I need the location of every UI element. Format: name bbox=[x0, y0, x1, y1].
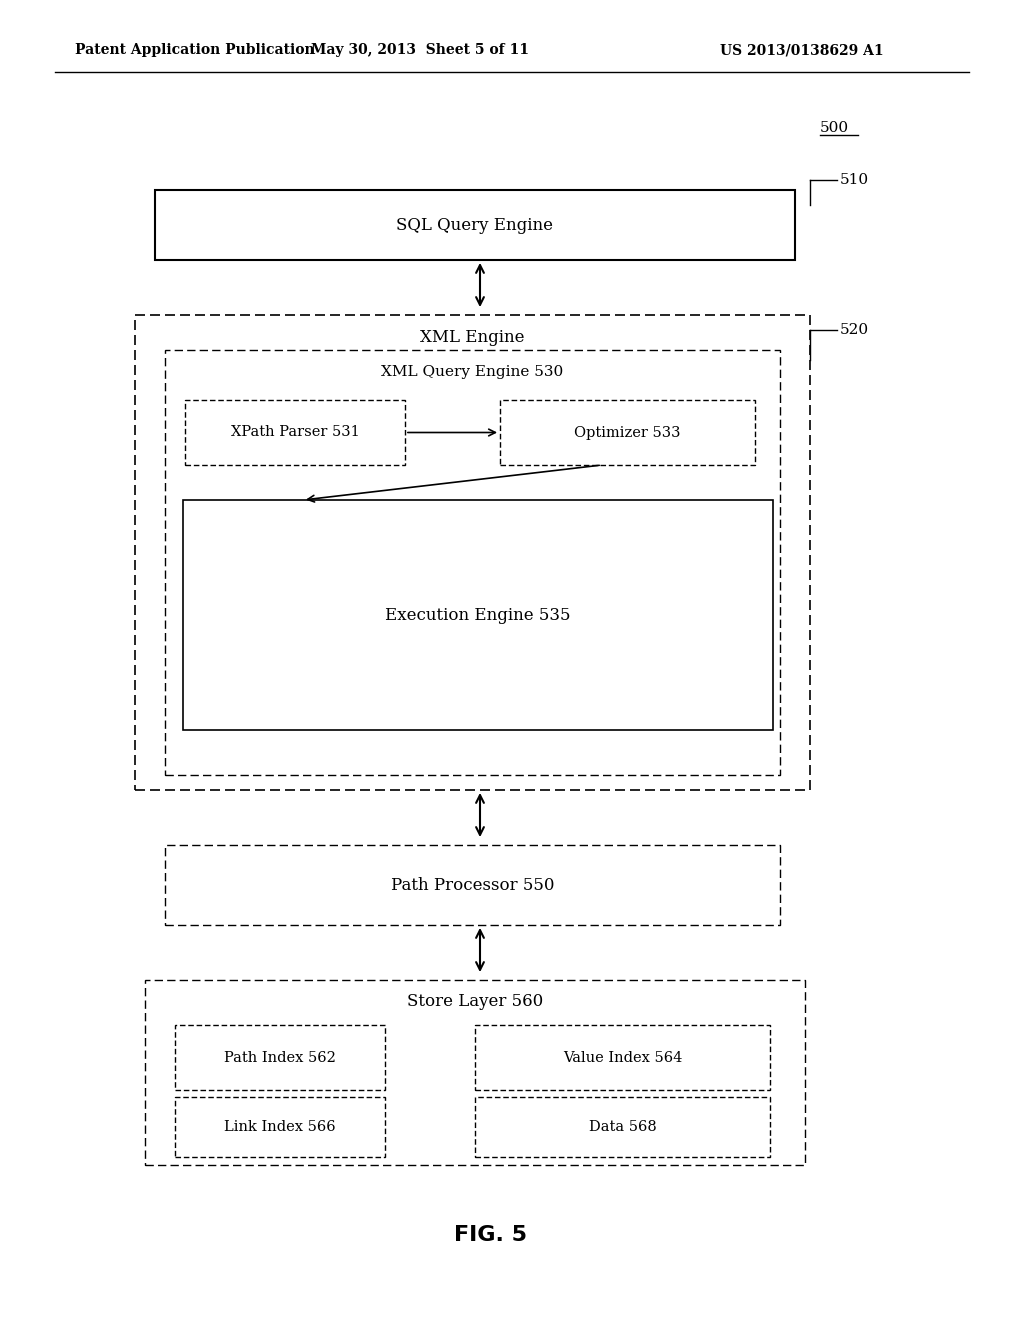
Text: XML Query Engine 530: XML Query Engine 530 bbox=[381, 366, 563, 379]
Text: Store Layer 560: Store Layer 560 bbox=[407, 994, 543, 1011]
Text: Value Index 564: Value Index 564 bbox=[563, 1051, 682, 1064]
Text: Path Processor 550: Path Processor 550 bbox=[391, 876, 554, 894]
Bar bbox=[135, 315, 810, 789]
Text: SQL Query Engine: SQL Query Engine bbox=[396, 216, 554, 234]
Bar bbox=[500, 400, 755, 465]
Bar bbox=[185, 400, 406, 465]
Text: Data 568: Data 568 bbox=[589, 1119, 656, 1134]
Bar bbox=[165, 845, 780, 925]
Text: 500: 500 bbox=[820, 121, 849, 135]
Text: Link Index 566: Link Index 566 bbox=[224, 1119, 336, 1134]
Text: Execution Engine 535: Execution Engine 535 bbox=[385, 606, 570, 623]
Bar bbox=[475, 1097, 770, 1158]
Text: Path Index 562: Path Index 562 bbox=[224, 1051, 336, 1064]
Text: 520: 520 bbox=[840, 323, 869, 337]
Text: XML Engine: XML Engine bbox=[420, 329, 524, 346]
Bar bbox=[165, 350, 780, 775]
Text: Optimizer 533: Optimizer 533 bbox=[574, 425, 681, 440]
Text: Patent Application Publication: Patent Application Publication bbox=[75, 44, 314, 57]
Bar bbox=[145, 979, 805, 1166]
Text: XPath Parser 531: XPath Parser 531 bbox=[230, 425, 359, 440]
Bar bbox=[475, 1026, 770, 1090]
Text: FIG. 5: FIG. 5 bbox=[454, 1225, 526, 1245]
Bar bbox=[175, 1097, 385, 1158]
Bar bbox=[155, 190, 795, 260]
Text: 510: 510 bbox=[840, 173, 869, 187]
Text: May 30, 2013  Sheet 5 of 11: May 30, 2013 Sheet 5 of 11 bbox=[311, 44, 529, 57]
Bar bbox=[175, 1026, 385, 1090]
Text: US 2013/0138629 A1: US 2013/0138629 A1 bbox=[720, 44, 884, 57]
Bar bbox=[183, 500, 773, 730]
